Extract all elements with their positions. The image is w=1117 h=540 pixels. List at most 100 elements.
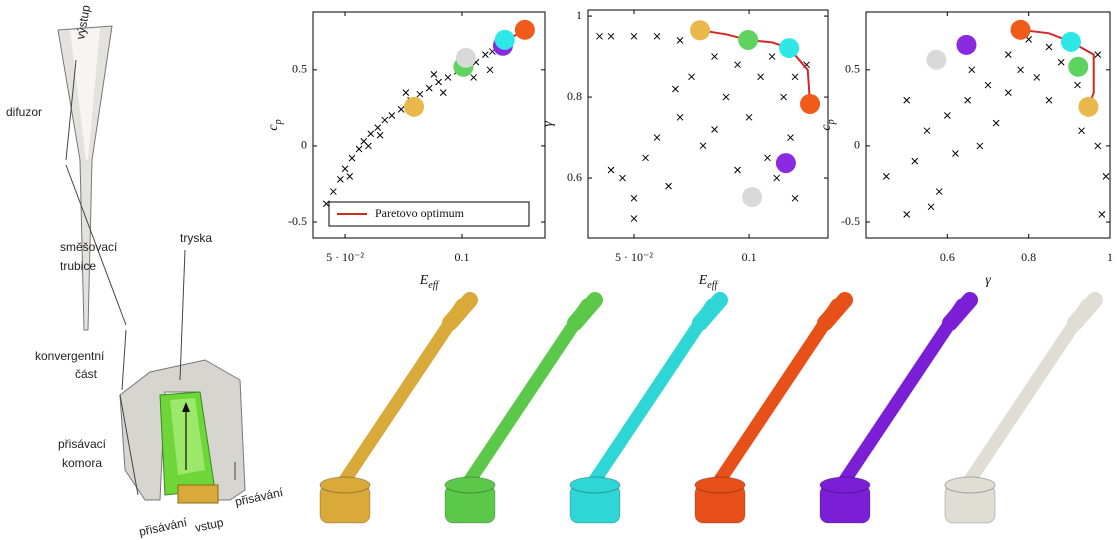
highlight-point — [1068, 57, 1088, 77]
ylabel: cp — [819, 119, 837, 130]
highlight-point — [404, 97, 424, 117]
scatter-point — [672, 86, 678, 92]
nozzle-cap — [320, 477, 370, 493]
scatter-point — [389, 112, 395, 118]
scatter-point — [928, 204, 934, 210]
scatter-point — [1046, 44, 1052, 50]
highlight-point — [1078, 97, 1098, 117]
scatter-point — [342, 166, 348, 172]
scatter-point — [1018, 67, 1024, 73]
nozzle-body — [970, 305, 1087, 480]
scatter-point — [758, 74, 764, 80]
scatter-point — [365, 143, 371, 149]
scatter-point — [631, 195, 637, 201]
scatter-point — [487, 67, 493, 73]
figure: výstup difuzor směšovací trubice tryska … — [0, 0, 1117, 540]
scatter-point — [712, 54, 718, 60]
x-tick-label: 0.1 — [454, 250, 469, 264]
scatter-point — [792, 74, 798, 80]
scatter-point — [431, 71, 437, 77]
scatter-point — [368, 131, 374, 137]
label: difuzor — [6, 105, 42, 119]
label: tryska — [180, 231, 212, 245]
scatter-point — [944, 112, 950, 118]
highlight-point — [495, 30, 515, 50]
nozzle-cap — [570, 477, 620, 493]
y-tick-label: -0.5 — [288, 214, 307, 228]
scatter-point — [398, 106, 404, 112]
scatter-point — [746, 114, 752, 120]
scatter-point — [977, 143, 983, 149]
scatter-point — [904, 211, 910, 217]
scatter-point — [904, 97, 910, 103]
nozzle-tip — [825, 300, 845, 323]
y-tick-label: 0 — [301, 138, 307, 152]
scatter-point — [643, 155, 649, 161]
label: přisávací — [58, 437, 107, 451]
scatter-point — [936, 189, 942, 195]
scatter-point — [969, 67, 975, 73]
scatter-point — [620, 175, 626, 181]
scatter-chart: 0.60.81-0.500.5γcp — [819, 12, 1113, 288]
scatter-point — [764, 155, 770, 161]
scatter-point — [323, 201, 329, 207]
nozzle-cap — [445, 477, 495, 493]
xlabel-sub: eff — [428, 280, 439, 291]
xlabel-main: γ — [985, 273, 991, 288]
y-tick-label: 0.5 — [845, 62, 860, 76]
scatter-point — [337, 176, 343, 182]
scatter-point — [597, 33, 603, 39]
scatter-point — [1034, 74, 1040, 80]
scatter-point — [965, 97, 971, 103]
scatter-point — [952, 151, 958, 157]
highlight-point — [1061, 32, 1081, 52]
xlabel: Eeff — [419, 273, 440, 291]
y-tick-label: 0 — [854, 138, 860, 152]
y-tick-label: 0.6 — [567, 170, 582, 184]
scatter-point — [769, 54, 775, 60]
x-tick-label: 0.1 — [742, 250, 757, 264]
ylabel: γ — [541, 121, 556, 127]
nozzle-renders — [320, 300, 1095, 523]
scatter-point — [1099, 211, 1105, 217]
xlabel-main: E — [698, 273, 708, 288]
scatter-point — [375, 125, 381, 131]
nozzle-tip — [1075, 300, 1095, 323]
legend-label: Paretovo optimum — [375, 206, 465, 220]
ylabel: cp — [266, 119, 284, 130]
scatter-point — [403, 90, 409, 96]
scatter-point — [792, 195, 798, 201]
scatter-point — [1079, 128, 1085, 134]
nozzle-cap — [945, 477, 995, 493]
scatter-point — [774, 175, 780, 181]
nozzle-body — [595, 305, 712, 480]
scatter-point — [723, 94, 729, 100]
scatter-point — [356, 146, 362, 152]
label: trubice — [60, 259, 96, 273]
ylabel-sub: p — [826, 119, 837, 125]
highlight-point — [956, 35, 976, 55]
label: směšovací — [60, 240, 118, 254]
xlabel-main: E — [419, 273, 429, 288]
scatter-point — [1058, 59, 1064, 65]
highlight-point — [776, 153, 796, 173]
ejector-diagram: výstup difuzor směšovací trubice tryska … — [6, 4, 285, 539]
label: část — [75, 367, 98, 381]
nozzle-cap — [820, 477, 870, 493]
scatter-point — [781, 94, 787, 100]
highlight-point — [1011, 20, 1031, 40]
xlabel: γ — [985, 273, 991, 288]
scatter-point — [349, 155, 355, 161]
scatter-point — [689, 74, 695, 80]
scatter-point — [1095, 143, 1101, 149]
x-tick-label: 0.6 — [940, 250, 955, 264]
scatter-point — [787, 135, 793, 141]
scatter-point — [608, 33, 614, 39]
highlight-point — [515, 20, 535, 40]
x-tick-label: 5 · 10⁻² — [615, 250, 653, 264]
scatter-point — [608, 167, 614, 173]
scatter-point — [677, 114, 683, 120]
label: přisávání — [138, 515, 189, 539]
xlabel: Eeff — [698, 273, 719, 291]
